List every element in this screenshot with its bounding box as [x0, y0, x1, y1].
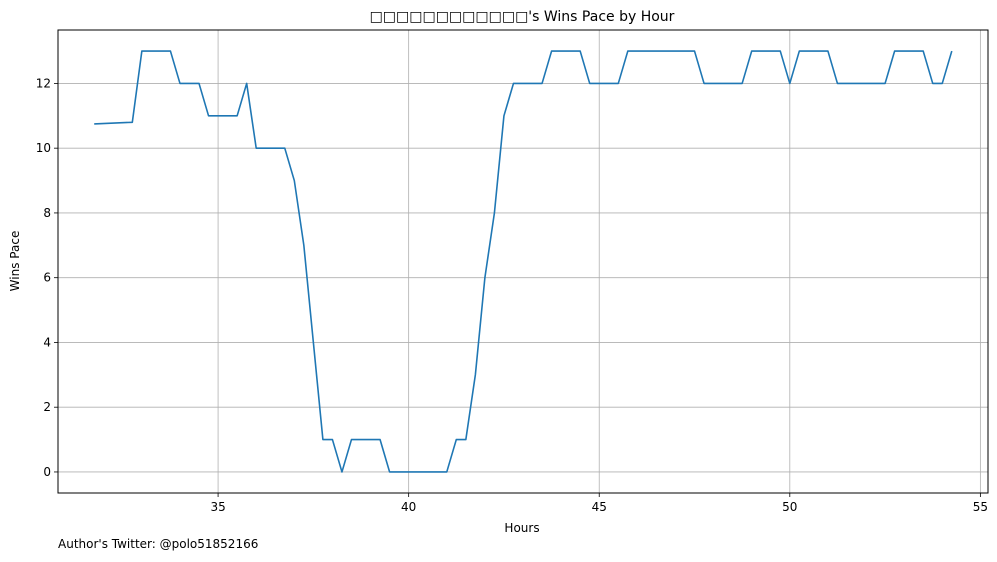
- x-tick-label: 45: [592, 500, 607, 514]
- x-tick-label: 40: [401, 500, 416, 514]
- chart-title: □□□□□□□□□□□□'s Wins Pace by Hour: [370, 9, 675, 25]
- y-tick-label: 4: [43, 335, 51, 349]
- x-tick-label: 55: [973, 500, 988, 514]
- x-tick-label: 35: [210, 500, 225, 514]
- grid: [58, 30, 988, 493]
- x-axis-label: Hours: [504, 521, 539, 535]
- y-tick-label: 10: [36, 141, 51, 155]
- author-credit: Author's Twitter: @polo51852166: [58, 537, 259, 551]
- y-tick-label: 0: [43, 465, 51, 479]
- y-tick-label: 8: [43, 206, 51, 220]
- y-tick-label: 2: [43, 400, 51, 414]
- axis-ticks: 35 40 45 50 55 0 2 4 6 8 10 12: [36, 76, 988, 514]
- y-axis-label: Wins Pace: [8, 231, 22, 292]
- series-line: [94, 50, 953, 473]
- y-tick-label: 6: [43, 271, 51, 285]
- plot-frame: [57, 29, 989, 494]
- y-tick-label: 12: [36, 76, 51, 90]
- plot-area: [94, 50, 953, 473]
- x-tick-label: 50: [782, 500, 797, 514]
